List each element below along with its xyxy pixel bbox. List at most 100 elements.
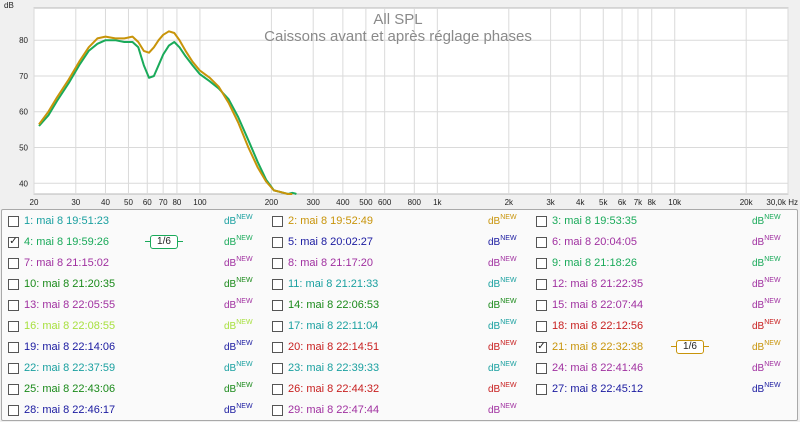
y-tick-label: 80 (19, 36, 28, 45)
db-new-button[interactable]: dBNEW (224, 340, 253, 353)
measurement-visibility-checkbox[interactable] (536, 383, 547, 395)
measurement-name-link[interactable]: 2: mai 8 19:52:49 (288, 215, 374, 227)
measurement-name-link[interactable]: 11: mai 8 21:21:33 (288, 278, 379, 290)
db-new-button[interactable]: dBNEW (488, 214, 517, 227)
legend-entry: 14: mai 8 22:06:53 (272, 296, 379, 314)
measurement-visibility-checkbox[interactable] (8, 362, 19, 374)
measurement-visibility-checkbox[interactable] (272, 299, 283, 311)
legend-entry: 8: mai 8 21:17:20 (272, 254, 373, 272)
measurement-visibility-checkbox[interactable] (536, 257, 547, 269)
measurement-name-link[interactable]: 28: mai 8 22:46:17 (24, 404, 116, 416)
x-tick-label: 500 (359, 198, 373, 207)
db-new-button[interactable]: dBNEW (224, 256, 253, 269)
db-new-button[interactable]: dBNEW (224, 319, 253, 332)
measurement-visibility-checkbox[interactable] (8, 257, 19, 269)
measurement-visibility-checkbox[interactable] (272, 404, 283, 416)
measurement-name-link[interactable]: 17: mai 8 22:11:04 (288, 320, 379, 332)
measurement-name-link[interactable]: 23: mai 8 22:39:33 (288, 362, 380, 374)
measurement-name-link[interactable]: 26: mai 8 22:44:32 (288, 383, 380, 395)
measurement-visibility-checkbox[interactable] (272, 362, 283, 374)
measurement-name-link[interactable]: 7: mai 8 21:15:02 (24, 257, 110, 269)
measurement-name-link[interactable]: 25: mai 8 22:43:06 (24, 383, 116, 395)
db-new-button[interactable]: dBNEW (224, 235, 253, 248)
db-new-button[interactable]: dBNEW (752, 214, 781, 227)
db-new-button[interactable]: dBNEW (488, 340, 517, 353)
measurement-visibility-checkbox[interactable] (8, 299, 19, 311)
measurement-name-link[interactable]: 12: mai 8 21:22:35 (552, 278, 644, 290)
measurement-visibility-checkbox[interactable] (536, 215, 547, 227)
db-new-button[interactable]: dBNEW (752, 361, 781, 374)
measurement-visibility-checkbox[interactable] (536, 320, 547, 332)
measurement-visibility-checkbox[interactable] (272, 257, 283, 269)
measurement-name-link[interactable]: 10: mai 8 21:20:35 (24, 278, 116, 290)
db-new-button[interactable]: dBNEW (752, 382, 781, 395)
measurement-name-link[interactable]: 16: mai 8 22:08:55 (24, 320, 116, 332)
smoothing-badge[interactable]: 1/6 (671, 340, 709, 354)
db-new-button[interactable]: dBNEW (224, 361, 253, 374)
db-new-button[interactable]: dBNEW (488, 403, 517, 416)
measurement-visibility-checkbox[interactable] (536, 278, 547, 290)
measurement-visibility-checkbox[interactable] (8, 404, 19, 416)
measurement-name-link[interactable]: 9: mai 8 21:18:26 (552, 257, 638, 269)
legend-entry: 10: mai 8 21:20:35 (8, 275, 115, 293)
db-new-button[interactable]: dBNEW (752, 319, 781, 332)
measurement-visibility-checkbox[interactable] (536, 236, 547, 248)
db-new-button[interactable]: dBNEW (488, 235, 517, 248)
x-tick-label: 70 (159, 198, 168, 207)
measurement-name-link[interactable]: 27: mai 8 22:45:12 (552, 383, 644, 395)
db-new-button[interactable]: dBNEW (488, 256, 517, 269)
db-new-button[interactable]: dBNEW (752, 235, 781, 248)
smoothing-badge[interactable]: 1/6 (145, 235, 183, 249)
db-new-button[interactable]: dBNEW (224, 382, 253, 395)
measurement-name-link[interactable]: 5: mai 8 20:02:27 (288, 236, 374, 248)
measurement-visibility-checkbox[interactable] (272, 341, 283, 353)
db-new-button[interactable]: dBNEW (224, 403, 253, 416)
db-new-button[interactable]: dBNEW (752, 340, 781, 353)
measurement-name-link[interactable]: 20: mai 8 22:14:51 (288, 341, 380, 353)
x-tick-label: 30 (71, 198, 80, 207)
db-new-button[interactable]: dBNEW (488, 382, 517, 395)
db-new-button[interactable]: dBNEW (752, 256, 781, 269)
measurement-name-link[interactable]: 24: mai 8 22:41:46 (552, 362, 644, 374)
measurement-visibility-checkbox[interactable] (8, 320, 19, 332)
series-line (38, 30, 293, 195)
db-new-button[interactable]: dBNEW (224, 298, 253, 311)
measurement-visibility-checkbox[interactable] (8, 383, 19, 395)
measurement-name-link[interactable]: 13: mai 8 22:05:55 (24, 299, 116, 311)
measurement-name-link[interactable]: 14: mai 8 22:06:53 (288, 299, 380, 311)
measurement-visibility-checkbox[interactable] (8, 215, 19, 227)
legend-entry: 18: mai 8 22:12:56 (536, 317, 643, 335)
measurement-name-link[interactable]: 19: mai 8 22:14:06 (24, 341, 116, 353)
measurement-visibility-checkbox[interactable] (8, 341, 19, 353)
measurement-visibility-checkbox[interactable] (8, 278, 19, 290)
db-new-button[interactable]: dBNEW (224, 277, 253, 290)
measurement-visibility-checkbox[interactable] (536, 299, 547, 311)
measurement-name-link[interactable]: 6: mai 8 20:04:05 (552, 236, 638, 248)
measurement-visibility-checkbox[interactable]: ✓ (8, 236, 19, 248)
measurement-name-link[interactable]: 15: mai 8 22:07:44 (552, 299, 644, 311)
measurement-name-link[interactable]: 4: mai 8 19:59:26 (24, 236, 110, 248)
measurement-visibility-checkbox[interactable] (536, 362, 547, 374)
measurement-name-link[interactable]: 18: mai 8 22:12:56 (552, 320, 644, 332)
db-new-button[interactable]: dBNEW (488, 319, 517, 332)
measurement-visibility-checkbox[interactable] (272, 215, 283, 227)
db-new-button[interactable]: dBNEW (752, 298, 781, 311)
measurement-visibility-checkbox[interactable]: ✓ (536, 341, 547, 353)
measurement-name-link[interactable]: 29: mai 8 22:47:44 (288, 404, 380, 416)
measurement-visibility-checkbox[interactable] (272, 320, 283, 332)
measurement-visibility-checkbox[interactable] (272, 383, 283, 395)
db-new-button[interactable]: dBNEW (752, 277, 781, 290)
new-label: NEW (236, 403, 253, 410)
measurement-name-link[interactable]: 8: mai 8 21:17:20 (288, 257, 374, 269)
measurement-visibility-checkbox[interactable] (272, 278, 283, 290)
measurement-name-link[interactable]: 3: mai 8 19:53:35 (552, 215, 638, 227)
measurement-name-link[interactable]: 22: mai 8 22:37:59 (24, 362, 116, 374)
db-new-button[interactable]: dBNEW (224, 214, 253, 227)
db-new-button[interactable]: dBNEW (488, 361, 517, 374)
measurement-name-link[interactable]: 21: mai 8 22:32:38 (552, 341, 644, 353)
measurement-name-link[interactable]: 1: mai 8 19:51:23 (24, 215, 110, 227)
db-new-button[interactable]: dBNEW (488, 277, 517, 290)
measurement-visibility-checkbox[interactable] (272, 236, 283, 248)
db-new-button[interactable]: dBNEW (488, 298, 517, 311)
spl-plot[interactable]: 40 50 60 70 80 20 30 40 50 60 70 80 100 200 300 400 500 6… (0, 0, 800, 208)
